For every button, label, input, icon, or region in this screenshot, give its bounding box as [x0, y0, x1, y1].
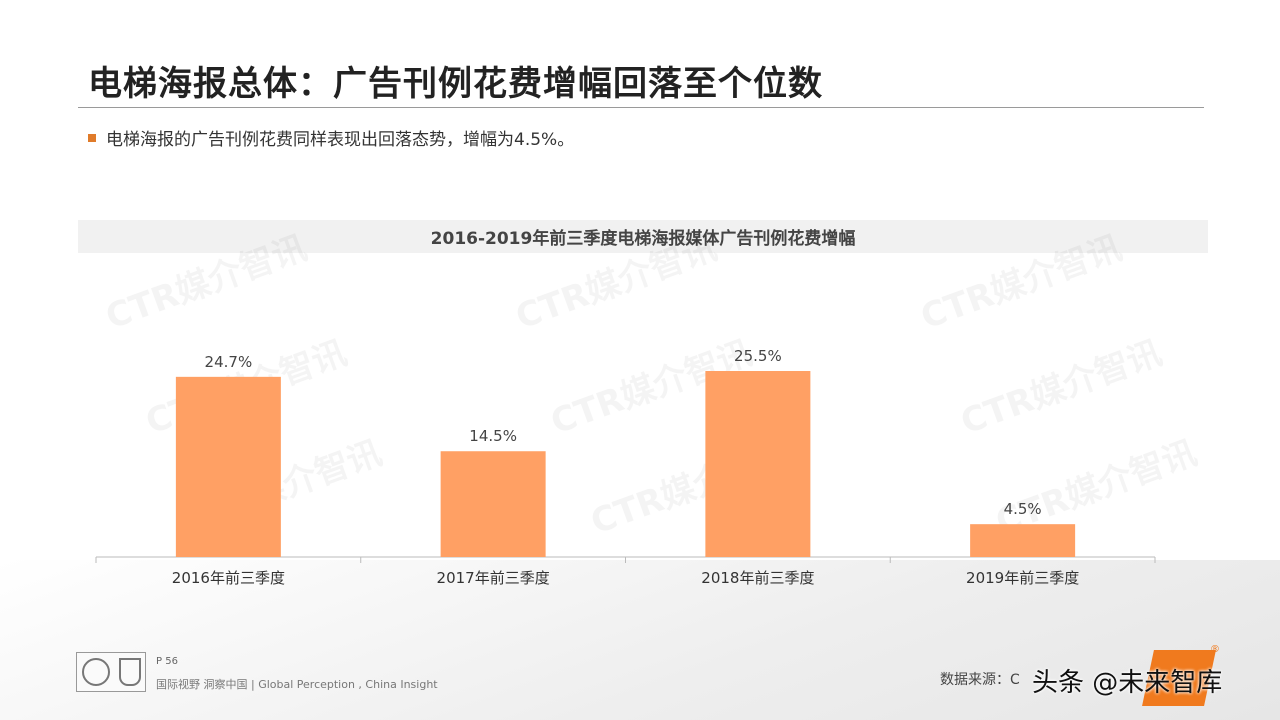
- footer-slogan: 国际视野 洞察中国 | Global Perception , China In…: [156, 678, 438, 691]
- footer-background: [0, 560, 1280, 720]
- x-tick-label: 2019年前三季度: [966, 569, 1079, 587]
- toutiao-watermark: 头条 @未来智库: [1032, 668, 1223, 698]
- title-divider: [78, 107, 1204, 108]
- bullet-point: 电梯海报的广告刊例花费同样表现出回落态势，增幅为4.5%。: [88, 125, 574, 150]
- bullet-icon: [88, 133, 96, 142]
- page-number: P 56: [156, 656, 178, 667]
- bar: [440, 451, 546, 557]
- data-label: 24.7%: [205, 353, 253, 371]
- bar: [970, 524, 1076, 557]
- x-tick-label: 2016年前三季度: [172, 569, 285, 587]
- iso-cert-icon: [81, 658, 110, 686]
- registered-mark: ®: [1210, 644, 1220, 655]
- chart-title-band: 2016-2019年前三季度电梯海报媒体广告刊例花费增幅: [78, 220, 1208, 253]
- quality-shield-icon: [118, 658, 141, 686]
- data-label: 25.5%: [734, 347, 782, 365]
- x-tick-label: 2017年前三季度: [437, 569, 550, 587]
- bullet-text: 电梯海报的广告刊例花费同样表现出回落态势，增幅为4.5%。: [106, 130, 575, 150]
- data-source: 数据来源：C: [940, 672, 1020, 688]
- data-label: 14.5%: [469, 427, 517, 445]
- chart-title: 2016-2019年前三季度电梯海报媒体广告刊例花费增幅: [430, 229, 856, 249]
- bar: [175, 376, 281, 557]
- x-tick-label: 2018年前三季度: [701, 569, 814, 587]
- data-label: 4.5%: [1004, 500, 1042, 518]
- bar: [705, 371, 811, 557]
- page-title: 电梯海报总体：广告刊例花费增幅回落至个位数: [88, 64, 823, 104]
- certification-badges: [76, 652, 146, 692]
